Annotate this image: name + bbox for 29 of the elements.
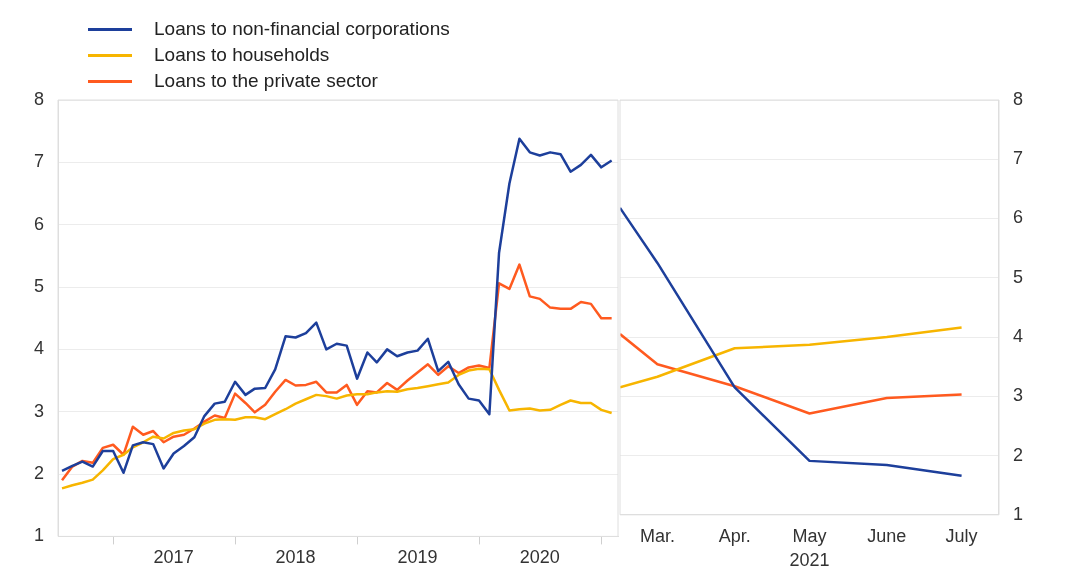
x-tick-label: May xyxy=(792,525,827,546)
x-tick-label: Apr. xyxy=(718,525,751,546)
x-tick-label: June xyxy=(867,525,907,546)
y-tick-label: 8 xyxy=(34,88,45,109)
y-tick-label: 5 xyxy=(1012,266,1023,287)
x-tick-label: 2020 xyxy=(519,547,560,568)
legend-label: Loans to households xyxy=(154,44,330,66)
y-tick-label: 6 xyxy=(34,213,45,234)
legend-label: Loans to the private sector xyxy=(154,70,378,92)
x-tick-label: July xyxy=(945,525,978,546)
x-tick-label: 2018 xyxy=(275,547,316,568)
x-axis-title: 2021 xyxy=(789,550,830,571)
y-tick-label: 2 xyxy=(1012,444,1023,465)
x-tick-label: 2017 xyxy=(153,547,194,568)
y-tick-label: 3 xyxy=(34,400,45,421)
y-tick-label: 7 xyxy=(34,151,45,172)
y-tick-label: 6 xyxy=(1012,207,1023,228)
y-tick-label: 5 xyxy=(34,276,45,296)
y-tick-label: 3 xyxy=(1012,385,1023,406)
y-tick-label: 7 xyxy=(1012,148,1023,169)
x-tick-label: 2019 xyxy=(397,547,438,568)
y-tick-label: 1 xyxy=(34,525,45,546)
x-tick-label: Mar. xyxy=(639,525,675,546)
y-tick-label: 8 xyxy=(1012,88,1023,109)
y-tick-label: 4 xyxy=(34,338,45,359)
y-tick-label: 2 xyxy=(34,463,45,484)
y-tick-label: 1 xyxy=(1012,503,1023,524)
y-tick-label: 4 xyxy=(1012,326,1023,346)
legend-label: Loans to non-financial corporations xyxy=(154,18,450,40)
